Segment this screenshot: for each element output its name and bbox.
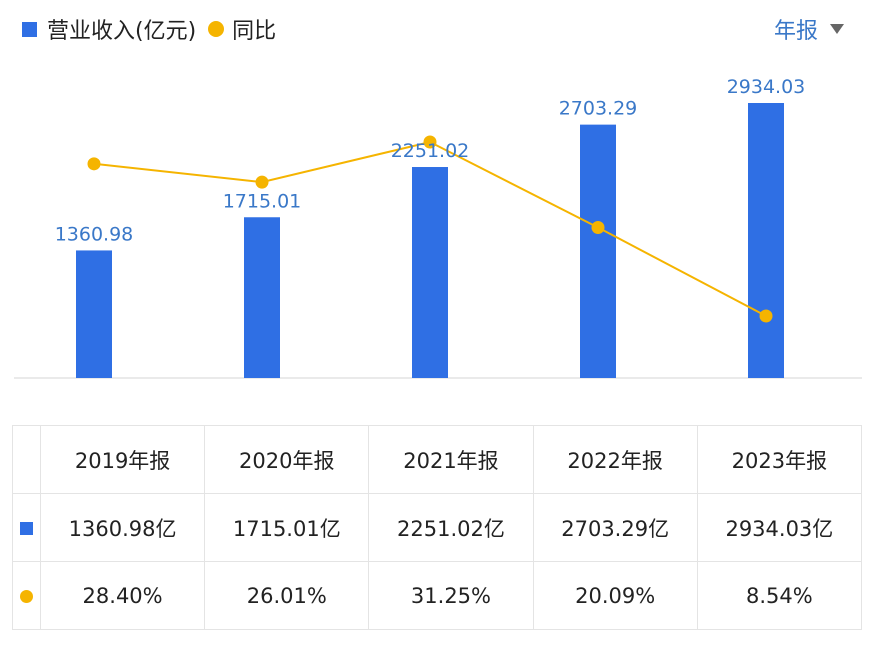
table-header-cell: 2023年报 [696, 425, 863, 494]
yoy-point [87, 157, 101, 171]
period-selector[interactable]: 年报 [774, 14, 844, 44]
period-selector-label: 年报 [773, 19, 818, 44]
table-header-cell: 2020年报 [204, 425, 370, 494]
revenue-cell: 2934.03亿 [696, 493, 863, 562]
revenue-bar [412, 167, 448, 378]
revenue-bar [244, 217, 280, 378]
bar-value-label: 2934.03 [727, 76, 806, 98]
yoy-cell: 8.54% [696, 561, 863, 630]
chevron-down-icon [830, 24, 844, 34]
yoy-point [591, 221, 605, 235]
bar-value-label: 1715.01 [223, 190, 302, 212]
yoy-cell: 28.40% [39, 561, 206, 630]
revenue-row-marker [20, 521, 33, 535]
revenue-legend-label: 营业收入(亿元) [47, 19, 197, 44]
revenue-row-marker-cell [12, 493, 41, 562]
revenue-cell: 1715.01亿 [204, 493, 370, 562]
bar-value-label: 1360.98 [55, 223, 134, 245]
yoy-cell: 31.25% [368, 561, 534, 630]
revenue-chart: 1360.98 1715.01 2251.02 2703.29 2934.03 [14, 76, 862, 379]
bar-value-labels: 1360.98 1715.01 2251.02 2703.29 2934.03 [55, 76, 806, 245]
bar-series [76, 103, 784, 378]
revenue-cell: 2703.29亿 [532, 493, 698, 562]
revenue-cell: 1360.98亿 [39, 493, 206, 562]
yoy-row-marker [20, 589, 33, 603]
yoy-cell: 26.01% [204, 561, 370, 630]
table-header-cell: 2021年报 [368, 425, 534, 494]
table-row-yoy: 28.40% 26.01% 31.25% 20.09% 8.54% [12, 561, 863, 630]
chart-legend: 营业收入(亿元) 同比 [22, 14, 276, 44]
table-row-revenue: 1360.98亿 1715.01亿 2251.02亿 2703.29亿 2934… [12, 493, 863, 562]
revenue-legend-marker [22, 21, 37, 37]
yoy-cell: 20.09% [532, 561, 698, 630]
yoy-point [255, 175, 269, 189]
table-header-row: 2019年报 2020年报 2021年报 2022年报 2023年报 [12, 425, 863, 494]
yoy-row-marker-cell [12, 561, 41, 630]
yoy-point [423, 135, 437, 149]
table-header-cell: 2022年报 [532, 425, 698, 494]
yoy-legend-label: 同比 [232, 19, 277, 44]
revenue-bar [748, 103, 784, 378]
revenue-bar [580, 124, 616, 378]
revenue-bar [76, 250, 112, 378]
table-header-cell: 2019年报 [39, 425, 206, 494]
yoy-point [759, 309, 773, 323]
table-corner-cell [12, 425, 41, 494]
data-table: 2019年报 2020年报 2021年报 2022年报 2023年报 1360.… [12, 425, 863, 630]
bar-value-label: 2703.29 [559, 98, 638, 120]
yoy-legend-marker [208, 21, 225, 37]
bar-value-label: 2251.02 [391, 140, 470, 162]
revenue-cell: 2251.02亿 [368, 493, 534, 562]
yoy-points [87, 135, 773, 323]
